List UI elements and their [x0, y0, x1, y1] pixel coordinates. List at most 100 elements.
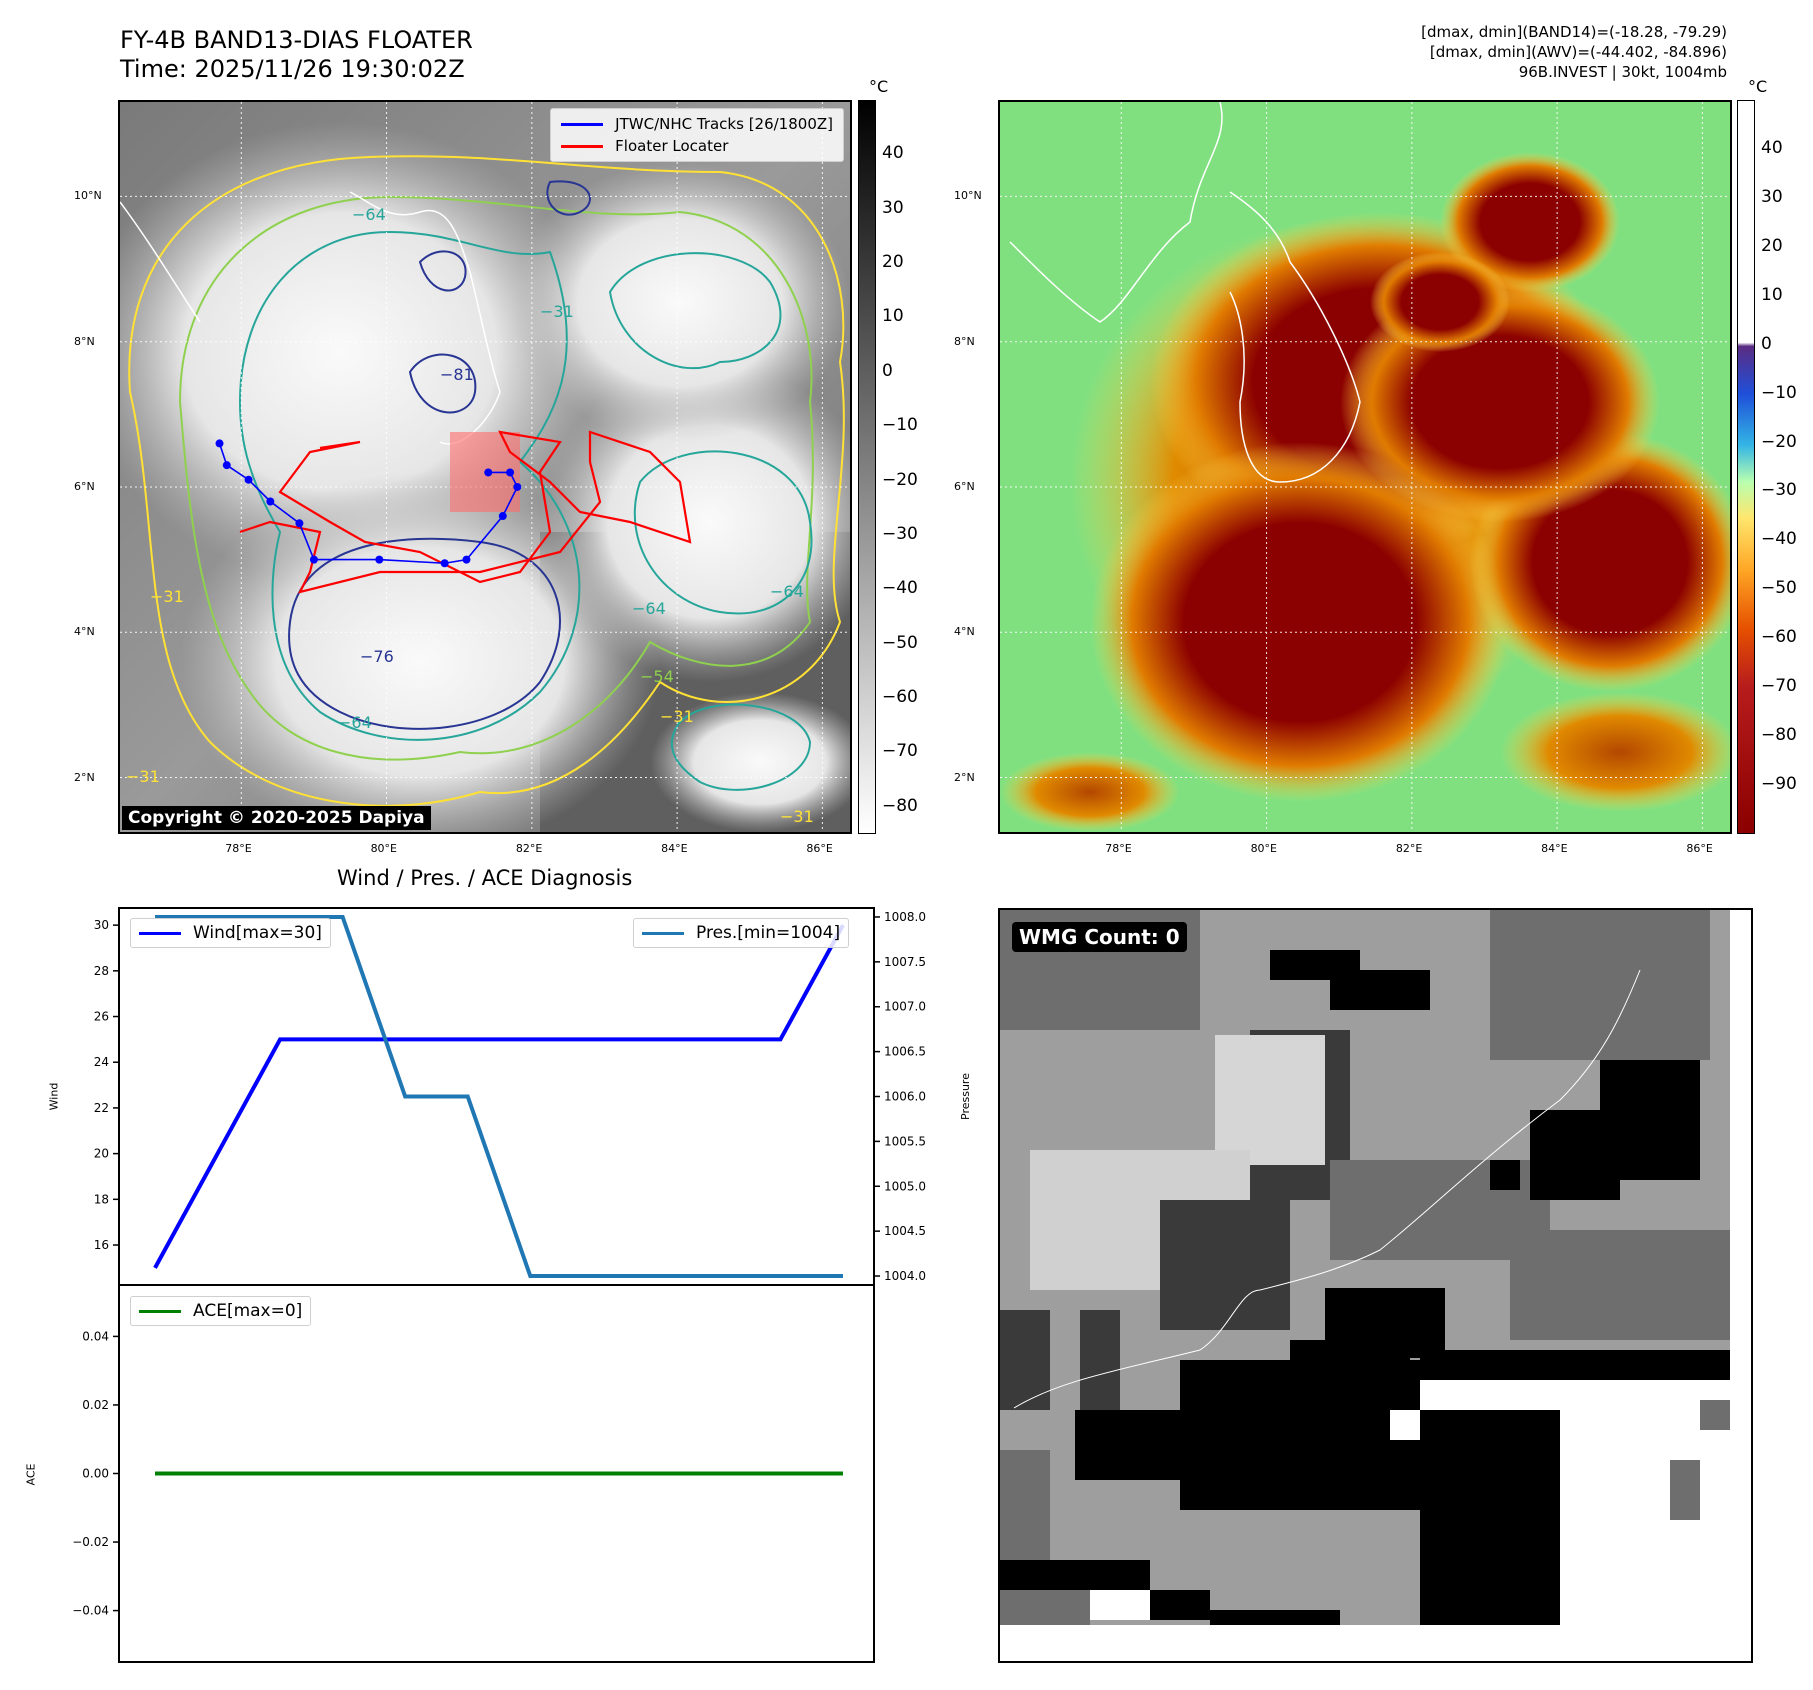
info-band14: [dmax, dmin](BAND14)=(-18.28, -79.29) [1421, 23, 1727, 41]
axis-tick-label: 1006.0 [884, 1090, 926, 1104]
copyright-notice: Copyright © 2020-2025 Dapiya [122, 806, 431, 830]
contour-label: −64 [770, 582, 804, 601]
track-point [295, 519, 304, 528]
colorbar-tick-label: −40 [1761, 529, 1797, 550]
colorbar-tick-label: 0 [882, 360, 893, 381]
diagnosis-title: Wind / Pres. / ACE Diagnosis [337, 866, 633, 890]
axis-tick-label: 30 [94, 918, 109, 932]
colorbar-tick-label: 10 [882, 306, 904, 327]
colorbar-tick-label: −10 [882, 415, 918, 436]
floater-legend-swatch [561, 144, 604, 148]
lon-tick-label: 80°E [370, 842, 398, 855]
track-point [506, 468, 515, 477]
wind-axis-label: Wind [47, 1082, 61, 1111]
lon-tick-label: 78°E [1105, 842, 1132, 855]
track-point [498, 512, 507, 521]
legend-label: Floater Locater [615, 137, 729, 155]
track-point [513, 482, 522, 491]
wmg-panel[interactable]: WMG Count: 0 [998, 908, 1753, 1663]
legend-item-track: JTWC/NHC Tracks [26/1800Z] [561, 115, 833, 133]
awv-map-panel[interactable] [998, 100, 1732, 834]
lat-tick-label: 4°N [74, 625, 95, 639]
ace-legend-swatch [139, 1309, 181, 1313]
axis-tick-label: 1005.5 [884, 1134, 926, 1148]
info-storm: 96B.INVEST | 30kt, 1004mb [1518, 63, 1727, 81]
band13-map: −64 −81 −76 −64 −64 −31 −64 −54 −31 −31 … [120, 102, 850, 832]
floater-locater-line [239, 430, 692, 594]
axis-tick-label: 1008.0 [884, 910, 926, 924]
colorbar-tick-label: 20 [1761, 235, 1783, 256]
contour-label: −31 [126, 767, 160, 786]
axis-tick-label: 1006.5 [884, 1045, 926, 1059]
track-point [440, 559, 449, 568]
colorbar-tick-label: −30 [882, 523, 918, 544]
ace-axis-label: ACE [24, 1463, 38, 1486]
colorbar-tick-label: −90 [1761, 774, 1797, 795]
axis-tick-label: 24 [94, 1055, 109, 1069]
ace-legend-label: ACE[max=0] [193, 1301, 303, 1321]
contour-label: −64 [632, 599, 666, 618]
axis-tick-label: 1004.5 [884, 1224, 926, 1238]
axis-tick-label: 26 [94, 1010, 109, 1024]
pressure-axis-label: Pressure [958, 1073, 972, 1120]
track-point [266, 497, 275, 506]
axis-tick-label: 16 [94, 1238, 109, 1252]
contour-label: −64 [338, 713, 372, 732]
axis-tick-label: 28 [94, 964, 109, 978]
map-legend: JTWC/NHC Tracks [26/1800Z] Floater Locat… [550, 108, 844, 162]
lon-tick-label: 80°E [1250, 842, 1278, 855]
lon-tick-label: 82°E [515, 842, 543, 855]
colorbar-tick-label: −50 [882, 632, 918, 653]
track-point [215, 439, 224, 448]
contour-label: −81 [440, 365, 474, 384]
colorbar-unit: °C [869, 77, 889, 96]
pressure-legend-swatch [642, 931, 684, 935]
wmg-image [1000, 910, 1751, 1661]
contour-label: −31 [150, 587, 184, 606]
lon-tick-label: 86°E [1686, 842, 1713, 855]
contour-label: −64 [352, 205, 386, 224]
axis-tick-label: 0.00 [82, 1467, 109, 1481]
track-point [222, 461, 231, 470]
legend-label: JTWC/NHC Tracks [26/1800Z] [615, 115, 833, 133]
axis-tick-label: 20 [94, 1147, 109, 1161]
band13-map-panel[interactable]: −64 −81 −76 −64 −64 −31 −64 −54 −31 −31 … [118, 100, 852, 834]
colorbar-tick-label: −20 [882, 469, 918, 490]
lat-tick-label: 10°N [954, 189, 982, 203]
track-legend-swatch [561, 122, 604, 126]
info-awv: [dmax, dmin](AWV)=(-44.402, -84.896) [1429, 43, 1727, 61]
lat-tick-label: 6°N [954, 479, 975, 493]
track-point [309, 555, 318, 564]
pressure-series-line [155, 914, 843, 1279]
contour-label: −31 [660, 707, 694, 726]
axis-tick-label: 22 [94, 1101, 109, 1115]
wind-legend-label: Wind[max=30] [193, 923, 322, 943]
awv-map [1000, 102, 1730, 832]
lon-tick-label: 84°E [661, 842, 688, 855]
track-point [244, 475, 253, 484]
colorbar-tick-label: 30 [1761, 186, 1783, 207]
axis-tick-label: 0.02 [82, 1398, 109, 1412]
lat-tick-label: 4°N [954, 625, 975, 639]
diagnosis-chart: 30 28 26 24 22 20 18 16 1008.0 1007.5 1007.0 1006.… [72, 907, 926, 1663]
track-point [375, 555, 384, 564]
colorbar-tick-label: 30 [882, 197, 904, 218]
lat-tick-label: 2°N [954, 770, 975, 784]
legend-item-floater: Floater Locater [561, 137, 833, 155]
colorbar-tick-label: 40 [1761, 137, 1783, 158]
axis-tick-label: −0.04 [72, 1604, 109, 1618]
lon-tick-label: 84°E [1541, 842, 1568, 855]
axis-tick-label: 1007.5 [884, 955, 926, 969]
colorbar-tick-label: −20 [1761, 431, 1797, 452]
lat-tick-label: 2°N [74, 770, 95, 784]
colorbar-tick-label: −50 [1761, 578, 1797, 599]
colorbar-tick-label: −30 [1761, 480, 1797, 501]
colorbar-unit: °C [1748, 77, 1768, 96]
lon-tick-label: 78°E [225, 842, 252, 855]
wind-legend: Wind[max=30] [130, 918, 331, 948]
track-point [484, 468, 493, 477]
pressure-legend-label: Pres.[min=1004] [696, 923, 841, 943]
axis-tick-label: −0.02 [72, 1535, 109, 1549]
lon-tick-label: 86°E [806, 842, 833, 855]
pressure-legend: Pres.[min=1004] [633, 918, 850, 948]
